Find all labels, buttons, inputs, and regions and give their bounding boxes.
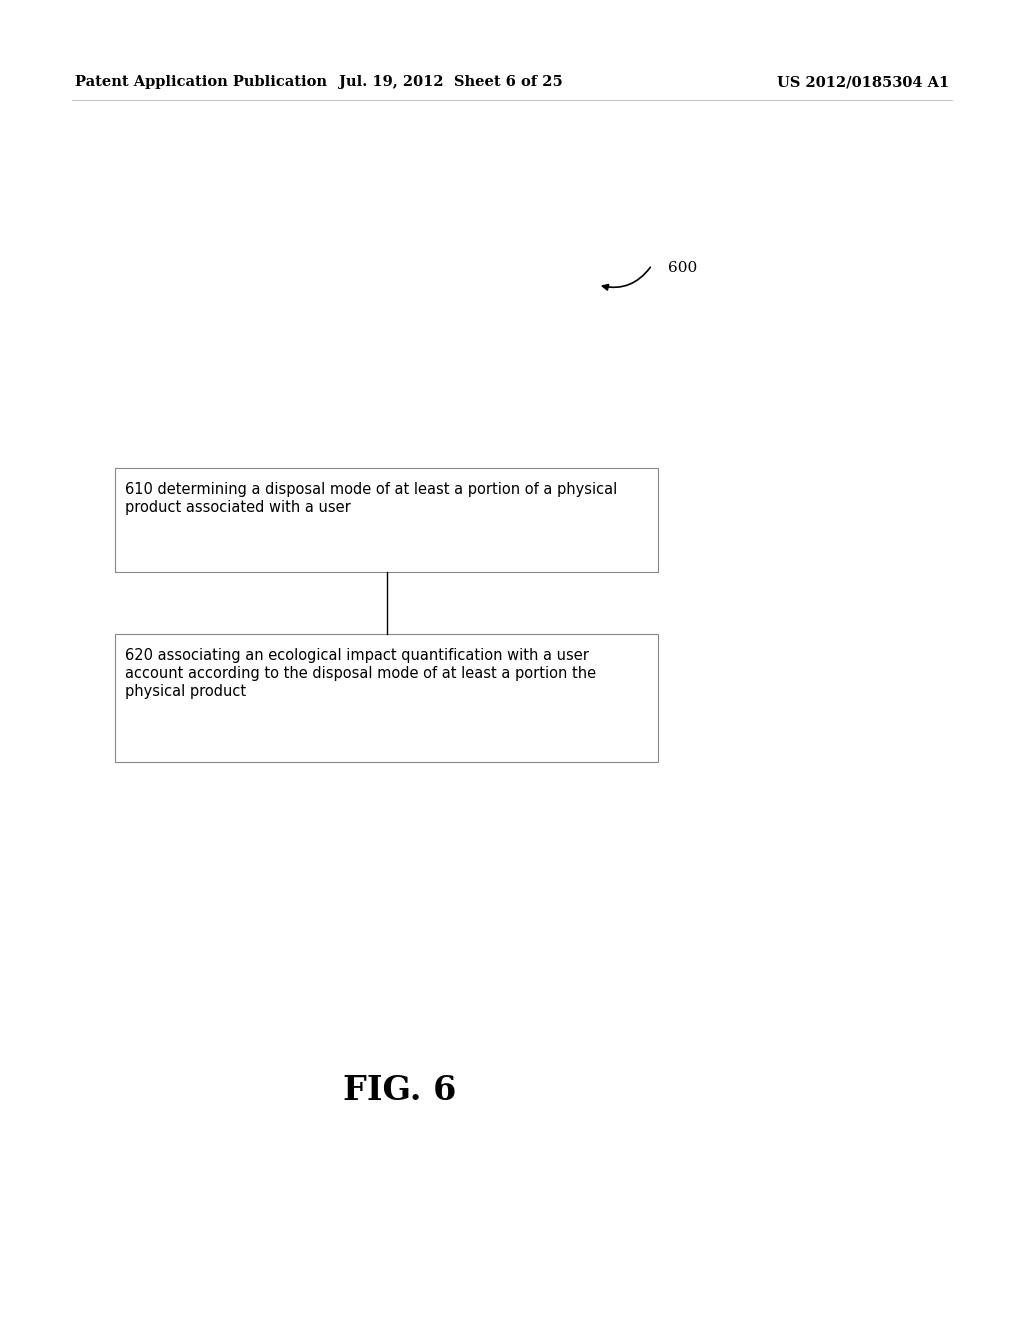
Text: FIG. 6: FIG. 6 xyxy=(343,1073,457,1106)
Text: 620 associating an ecological impact quantification with a user: 620 associating an ecological impact qua… xyxy=(125,648,589,663)
Bar xyxy=(115,469,658,572)
Text: product associated with a user: product associated with a user xyxy=(125,500,351,515)
Text: Jul. 19, 2012  Sheet 6 of 25: Jul. 19, 2012 Sheet 6 of 25 xyxy=(339,75,562,88)
Text: 610 determining a disposal mode of at least a portion of a physical: 610 determining a disposal mode of at le… xyxy=(125,482,617,498)
Text: account according to the disposal mode of at least a portion the: account according to the disposal mode o… xyxy=(125,667,596,681)
Text: physical product: physical product xyxy=(125,684,246,700)
Text: US 2012/0185304 A1: US 2012/0185304 A1 xyxy=(777,75,949,88)
Bar xyxy=(115,634,658,762)
Text: Patent Application Publication: Patent Application Publication xyxy=(75,75,327,88)
Text: 600: 600 xyxy=(668,261,697,275)
